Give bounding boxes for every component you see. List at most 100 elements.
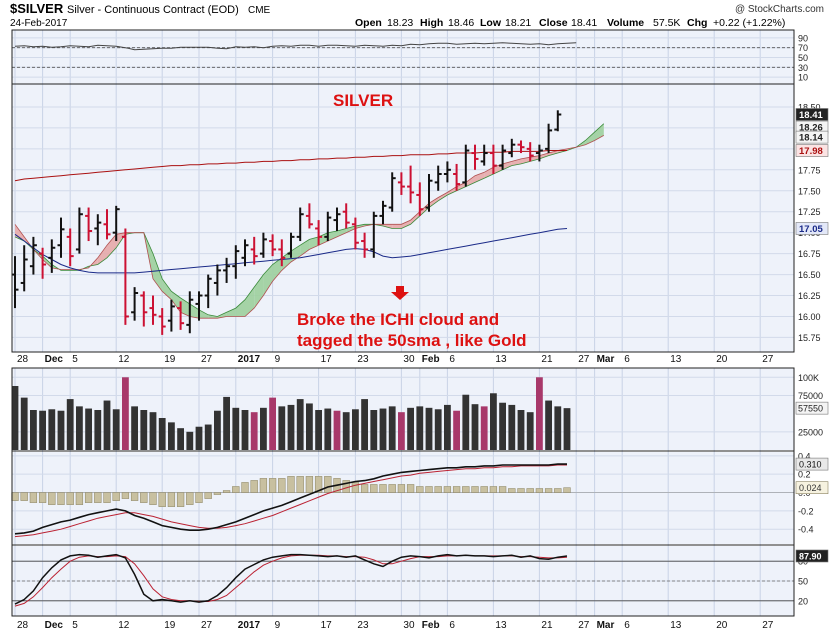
- price-ytick-11: 15.75: [798, 333, 821, 343]
- volume-bar-10: [103, 400, 111, 450]
- cloud-segment-23: [226, 308, 236, 317]
- macd-histogram-20: [195, 492, 203, 503]
- x-label-top-42: 30: [403, 354, 415, 365]
- volume-bar-43: [407, 407, 414, 450]
- low-label: Low: [480, 17, 502, 29]
- x-label-bottom-66: 6: [624, 620, 630, 631]
- macd-histogram-18: [176, 492, 185, 507]
- x-label-top-24: 2017: [238, 354, 261, 365]
- header-symbol: $SILVER: [10, 1, 64, 16]
- volume-bar-35: [333, 410, 341, 450]
- x-label-bottom-47: 6: [449, 620, 455, 631]
- x-label-top-33: 17: [321, 354, 333, 365]
- macd-histogram-39: [370, 484, 378, 493]
- volume-bar-44: [416, 406, 424, 450]
- ohlc-bar-31: [296, 207, 304, 242]
- ohlc-bar-25: [241, 239, 249, 267]
- ohlc-bar-49: [462, 144, 470, 187]
- volume-bar-37: [352, 409, 359, 450]
- volume-bar-42: [398, 412, 405, 450]
- macd-histogram-50: [471, 486, 479, 493]
- macd-histogram-44: [416, 486, 424, 493]
- macd-histogram-6: [66, 492, 74, 505]
- macd-histogram-23: [222, 490, 231, 493]
- macd-histogram-46: [434, 486, 442, 493]
- cloud-segment-28: [272, 257, 282, 282]
- macd-histogram-28: [268, 478, 277, 493]
- cloud-segment-33: [318, 232, 328, 246]
- ohlc-bar-41: [388, 172, 396, 212]
- x-label-top-52: 13: [495, 354, 507, 365]
- volume-value: 57.5K: [653, 17, 680, 29]
- volume-bar-23: [223, 396, 230, 450]
- cloud-segment-9: [97, 245, 107, 265]
- macd-histogram-11: [112, 492, 120, 501]
- cloud-segment-62: [585, 132, 595, 145]
- macd-histogram-60: [563, 487, 571, 493]
- rsi-line: [14, 42, 577, 51]
- price-ytick-8: 16.50: [798, 270, 821, 280]
- ohlc-bar-47: [443, 161, 451, 183]
- stoch-ytick-1: 50: [798, 577, 808, 587]
- macd-histogram-41: [388, 484, 396, 493]
- ohlc-readout: Open 18.23 High 18.46 Low 18.21 Close 18…: [355, 17, 785, 29]
- macd-histogram-21: [204, 492, 212, 499]
- volume-bar-1: [20, 397, 28, 450]
- volume-tag-box: [795, 401, 829, 415]
- volume-bar-39: [370, 410, 378, 450]
- x-label-bottom-24: 2017: [238, 620, 261, 631]
- cloud-segment-50: [475, 172, 485, 183]
- cloud-segment-44: [419, 203, 429, 216]
- cloud-segment-24: [235, 299, 245, 317]
- ohlc-bar-52: [489, 144, 497, 174]
- x-label-top-63: Mar: [597, 354, 615, 365]
- cloud-segment-36: [346, 225, 356, 233]
- stoch-tag: 87.90: [799, 551, 822, 561]
- ohlc-bar-56: [526, 142, 534, 162]
- volume-bar-15: [149, 412, 157, 450]
- macd-histogram-8: [84, 492, 93, 503]
- macd-tag-b: 0.024: [799, 483, 822, 493]
- ohlc-bar-46: [434, 165, 442, 191]
- cloud-segment-16: [162, 278, 172, 300]
- cloud-segment-10: [107, 234, 117, 258]
- macd-histogram-12: [121, 492, 130, 499]
- macd-histogram-25: [241, 482, 249, 493]
- ohlc-bar-18: [177, 301, 185, 330]
- ohlc-bar-43: [407, 165, 415, 204]
- stoch-ytick-2: 20: [798, 596, 808, 606]
- cloud-segment-19: [189, 303, 199, 319]
- ohlc-bar-51: [480, 144, 488, 166]
- macd-signal-line: [14, 464, 567, 538]
- volume-bar-47: [444, 404, 451, 450]
- x-label-bottom-33: 17: [321, 620, 333, 631]
- rsi-ytick-0: 90: [798, 33, 808, 43]
- x-label-top-57: 21: [541, 354, 553, 365]
- macd-histogram-43: [406, 484, 415, 493]
- macd-tag-b-box: [795, 481, 829, 494]
- cloud-segment-15: [153, 253, 163, 292]
- macd-histogram-38: [360, 484, 369, 493]
- x-label-bottom-28: 9: [275, 620, 281, 631]
- annotation-note-line1: Broke the ICHI cloud and: [297, 310, 499, 329]
- ohlc-bar-53: [499, 144, 507, 170]
- cloud-segment-51: [484, 167, 494, 179]
- macd-histogram-55: [517, 488, 525, 493]
- x-label-top-44: Feb: [422, 354, 440, 365]
- volume-bar-5: [57, 410, 65, 450]
- cloud-span-b: [14, 135, 604, 319]
- volume-ytick-2: 25000: [798, 427, 823, 437]
- volume-bar-38: [361, 399, 368, 450]
- x-label-bottom-63: Mar: [597, 620, 615, 631]
- volume-bar-16: [158, 418, 166, 450]
- macd-histogram-53: [498, 486, 507, 493]
- x-label-top-28: 9: [275, 354, 281, 365]
- volume-bar-7: [76, 406, 83, 450]
- cloud-segment-42: [401, 220, 411, 229]
- ohlc-bar-1: [20, 245, 28, 292]
- volume-bar-19: [186, 431, 194, 450]
- cloud-segment-21: [208, 314, 218, 319]
- x-label-bottom-61: 27: [578, 620, 590, 631]
- price-tag-3: 17.98: [799, 146, 823, 157]
- volume-bar-3: [39, 410, 46, 450]
